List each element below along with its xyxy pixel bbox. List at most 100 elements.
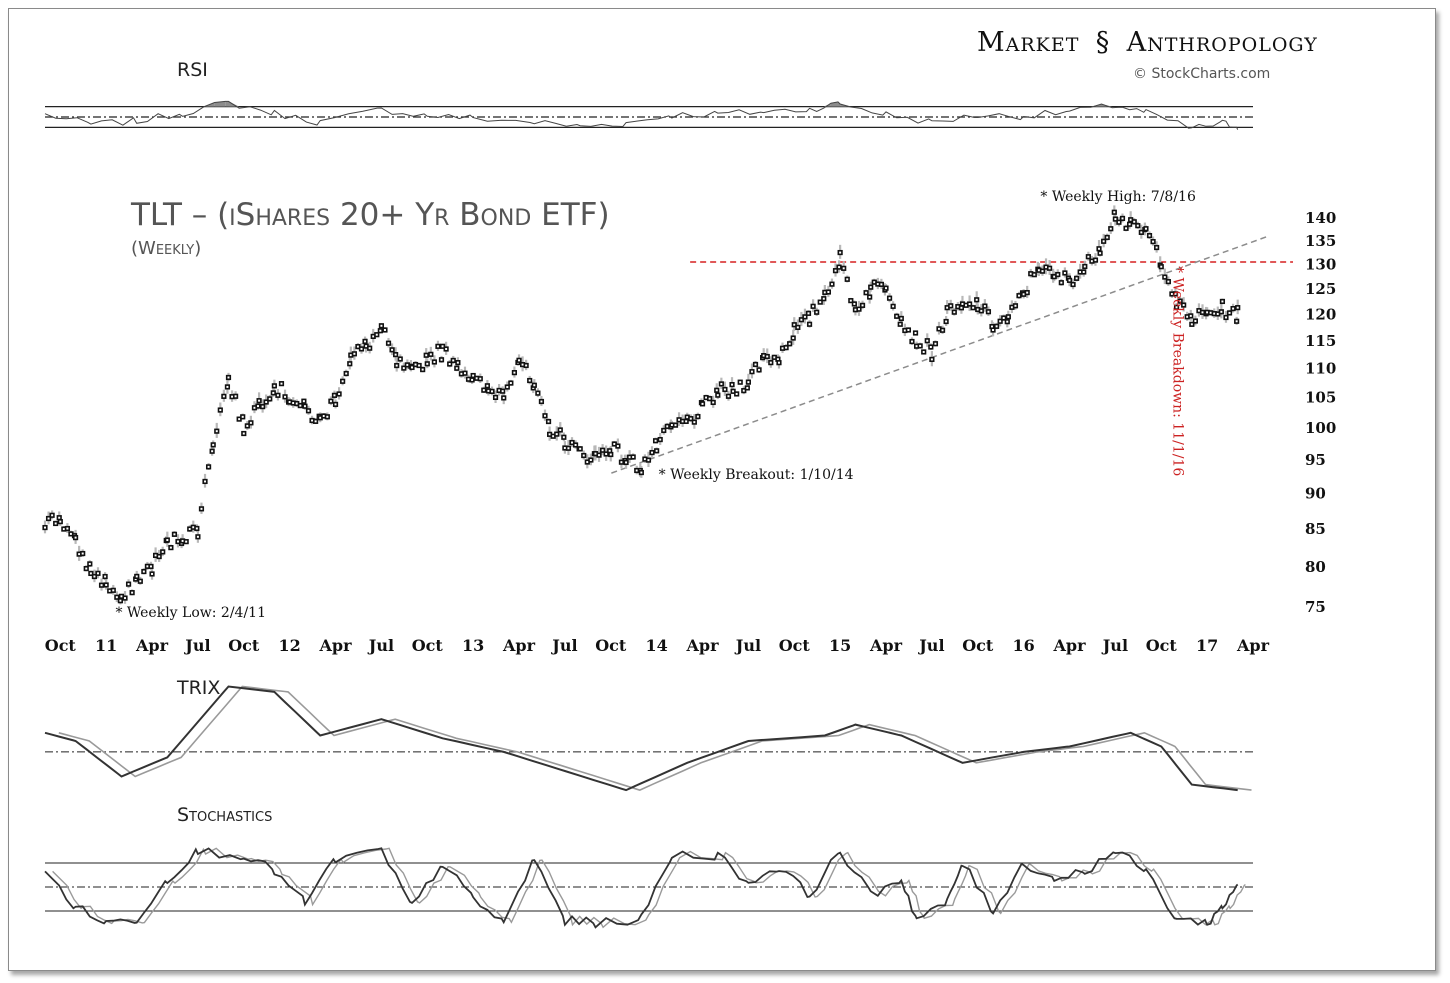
price-marker [256, 398, 262, 404]
price-marker [1143, 226, 1149, 232]
y-tick-label: 95 [1305, 451, 1326, 469]
price-marker [1188, 313, 1194, 319]
price-marker [1154, 244, 1160, 251]
price-marker [1096, 246, 1102, 252]
price-marker [623, 459, 629, 466]
price-marker [500, 388, 506, 394]
price-marker [382, 327, 388, 333]
price-marker [1112, 216, 1118, 222]
y-tick-label: 115 [1305, 332, 1336, 350]
stoch-signal-line [52, 847, 1246, 929]
price-marker [527, 377, 533, 384]
price-marker [1173, 304, 1180, 310]
price-marker [863, 290, 869, 296]
price-marker [489, 388, 495, 394]
price-marker [1092, 257, 1099, 263]
price-marker [654, 448, 660, 454]
price-marker [331, 392, 338, 398]
rsi-overbought-fill [225, 101, 229, 107]
price-marker [340, 378, 346, 384]
price-marker [691, 419, 697, 425]
price-marker [377, 328, 383, 334]
y-tick-label: 75 [1305, 598, 1326, 616]
price-marker [362, 338, 368, 345]
price-marker [42, 524, 48, 531]
price-marker [194, 525, 200, 532]
price-marker [358, 346, 365, 352]
price-marker [1031, 272, 1037, 278]
price-marker [1235, 305, 1241, 311]
price-marker [994, 323, 1000, 329]
price-marker [57, 519, 63, 525]
price-marker [545, 418, 552, 425]
price-marker [332, 401, 339, 407]
price-marker [886, 295, 893, 301]
price-marker [729, 382, 735, 388]
price-marker [221, 393, 227, 399]
price-marker [95, 570, 101, 576]
price-marker [195, 534, 201, 540]
price-marker [1016, 293, 1022, 299]
price-marker [523, 362, 529, 369]
price-marker [336, 391, 342, 397]
price-marker [928, 344, 934, 350]
price-marker [683, 418, 689, 424]
price-marker [714, 387, 720, 393]
price-marker [943, 318, 949, 325]
price-marker [1116, 219, 1122, 225]
price-marker [929, 356, 935, 363]
rsi-overbought-fill [1101, 103, 1113, 107]
x-tick-label: Apr [1052, 636, 1086, 655]
price-marker [443, 346, 449, 352]
price-marker [114, 594, 120, 600]
price-marker [260, 404, 266, 410]
price-marker [160, 549, 166, 555]
price-marker [428, 351, 434, 357]
price-marker [454, 365, 460, 371]
price-marker [1162, 274, 1168, 280]
price-marker [224, 384, 231, 390]
price-marker [351, 351, 357, 357]
price-marker [776, 360, 782, 366]
price-marker [447, 361, 453, 367]
price-marker [596, 452, 602, 458]
price-marker [890, 303, 896, 309]
price-marker [420, 366, 426, 373]
price-marker [1150, 238, 1156, 245]
y-tick-label: 125 [1305, 280, 1336, 298]
price-marker [1223, 314, 1229, 321]
price-marker [129, 590, 135, 596]
stochastics-label: Stochastics [177, 804, 273, 826]
price-marker [210, 442, 216, 448]
price-marker [1058, 280, 1064, 286]
price-marker [102, 573, 108, 580]
price-marker [88, 570, 94, 577]
price-marker [450, 357, 456, 364]
y-tick-label: 140 [1305, 209, 1336, 227]
price-marker [764, 353, 770, 360]
price-marker [1012, 303, 1019, 309]
price-marker [898, 315, 904, 322]
price-marker [806, 321, 813, 327]
price-marker [924, 338, 930, 344]
x-tick-label: Apr [135, 636, 169, 655]
price-marker [91, 573, 98, 580]
dna-helix-icon: § [1095, 27, 1111, 58]
price-marker [718, 381, 724, 387]
price-marker [867, 294, 873, 300]
price-marker [990, 327, 996, 333]
price-marker [783, 345, 789, 351]
price-marker [737, 379, 743, 385]
price-marker [1085, 254, 1091, 260]
price-marker [787, 341, 793, 347]
price-marker [367, 345, 373, 351]
price-marker [214, 428, 220, 434]
price-marker [912, 330, 919, 336]
price-marker [859, 302, 866, 308]
price-marker [501, 395, 507, 401]
price-marker [134, 573, 140, 579]
price-marker [645, 457, 652, 463]
price-marker [791, 322, 797, 328]
price-marker [401, 365, 407, 371]
x-tick-label: Oct [962, 636, 994, 655]
